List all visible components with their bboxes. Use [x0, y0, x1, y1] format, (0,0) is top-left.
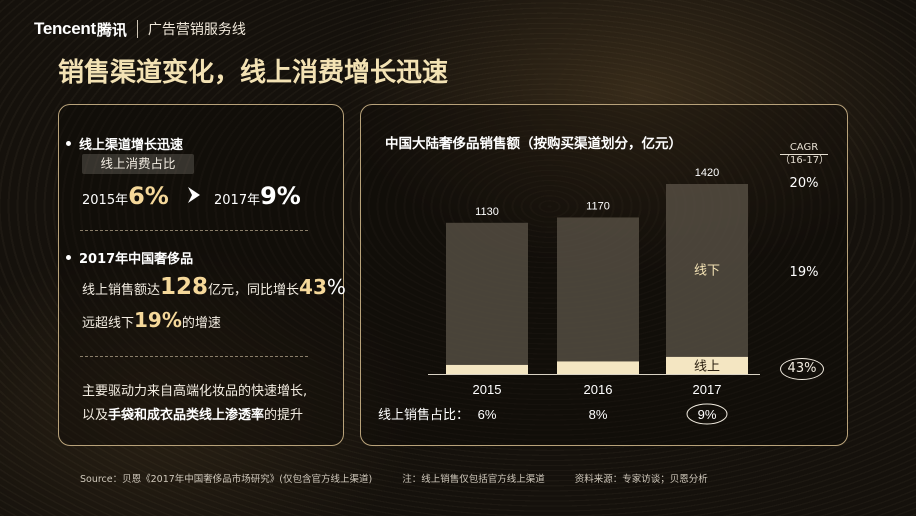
share-2015-value: 6%: [128, 182, 169, 210]
bar-online-2015: [446, 364, 528, 374]
year-2017-share: 2017年9%: [214, 182, 301, 210]
online-growth-value: 43: [299, 275, 327, 299]
bullet-dot-icon: [66, 255, 71, 260]
offline-growth-line: 远超线下19%的增速: [82, 308, 221, 332]
logo-divider: [136, 20, 138, 38]
bullet-online-growth: 线上渠道增长迅速: [66, 134, 183, 153]
cagr-online: 43%: [780, 358, 824, 380]
bullet-2017-luxury: 2017年中国奢侈品: [66, 248, 193, 267]
x-tick-2017: 2017: [693, 382, 722, 397]
left-panel: [58, 104, 344, 446]
dashed-divider: [80, 230, 308, 231]
source-note: Source：贝恩《2017年中国奢侈品市场研究》(仅包含官方线上渠道) 注：线上…: [80, 474, 708, 485]
bar-offline-2017: [666, 184, 748, 357]
x-tick-2016: 2016: [584, 382, 613, 397]
online-sales-line: 线上销售额达128亿元，同比增长43%: [82, 274, 346, 300]
total-label-2017: 1420: [695, 167, 719, 179]
bullet-dot-icon: [66, 141, 71, 146]
share-label-2017: 9%: [698, 407, 717, 422]
segment-label-offline: 线下: [694, 263, 720, 278]
driver-text-line-2: 以及手袋和成衣品类线上渗透率的提升: [82, 408, 304, 423]
chart-title: 中国大陆奢侈品销售额（按购买渠道划分，亿元）: [385, 136, 682, 152]
brand-en: Tencent: [34, 19, 96, 38]
page-title: 销售渠道变化，线上消费增长迅速: [58, 58, 449, 88]
chevron-right-icon: [188, 187, 200, 203]
share-label-2016: 8%: [589, 407, 608, 422]
bar-offline-2016: [557, 217, 639, 362]
share-highlight-ring: [686, 403, 728, 425]
total-label-2016: 1170: [586, 200, 610, 212]
offline-growth-value: 19%: [134, 308, 182, 332]
bar-online-2017: [666, 356, 748, 374]
cagr-total: 20%: [789, 176, 819, 191]
brand-cn: 腾讯: [96, 20, 127, 39]
online-sales-value: 128: [160, 274, 209, 300]
tencent-logo: Tencent 腾讯 广告营销服务线: [34, 18, 246, 40]
segment-label-online: 线上: [694, 359, 720, 374]
cagr-header: CAGR （16-17）: [780, 142, 830, 166]
driver-text-line-1: 主要驱动力来自高端化妆品的快速增长,: [82, 384, 308, 399]
header-subtitle: 广告营销服务线: [147, 22, 246, 38]
cagr-offline: 19%: [789, 265, 819, 280]
online-share-tag: 线上消费占比: [82, 154, 194, 174]
share-label-2015: 6%: [478, 407, 497, 422]
share-2017-value: 9%: [260, 182, 301, 210]
bar-online-2016: [557, 361, 639, 374]
share-row-label: 线上销售占比：: [378, 407, 469, 423]
total-label-2015: 1130: [475, 206, 499, 218]
bar-offline-2015: [446, 222, 528, 365]
dashed-divider: [80, 356, 308, 357]
year-2015-share: 2015年6%: [82, 182, 169, 210]
x-tick-2015: 2015: [473, 382, 502, 397]
